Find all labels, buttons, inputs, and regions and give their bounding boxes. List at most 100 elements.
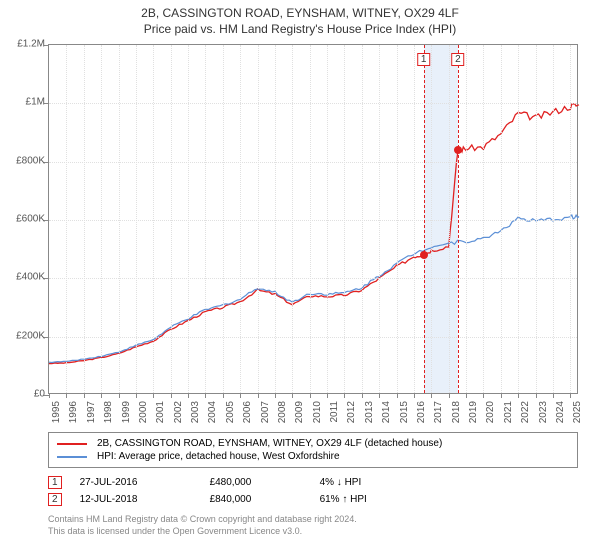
marker-rows: 1 27-JUL-2016£480,0004% ↓ HPI 2 12-JUL-2018…: [48, 474, 578, 508]
gridline-v: [362, 45, 363, 393]
gridline-v: [153, 45, 154, 393]
x-tick-label: 2007: [260, 401, 271, 423]
gridline-h: [49, 337, 577, 338]
y-tick-label: £1M: [26, 97, 45, 108]
gridline-v: [327, 45, 328, 393]
x-tick-label: 2006: [242, 401, 253, 423]
x-tick-mark: [379, 393, 380, 398]
gridline-v: [310, 45, 311, 393]
marker-dot: [420, 251, 428, 259]
x-tick-mark: [362, 393, 363, 398]
marker-vline: [424, 45, 425, 393]
x-tick-mark: [188, 393, 189, 398]
x-tick-label: 2024: [555, 401, 566, 423]
x-tick-mark: [483, 393, 484, 398]
x-tick-mark: [327, 393, 328, 398]
x-tick-label: 2001: [155, 401, 166, 423]
x-tick-label: 2002: [173, 401, 184, 423]
title-line2: Price paid vs. HM Land Registry's House …: [0, 22, 600, 36]
marker-row-delta: 4% ↓ HPI: [320, 477, 362, 488]
marker-row-price: £480,000: [210, 477, 320, 488]
gridline-v: [483, 45, 484, 393]
x-tick-mark: [258, 393, 259, 398]
marker-row-number: 2: [48, 493, 62, 506]
x-tick-mark: [84, 393, 85, 398]
footer: Contains HM Land Registry data © Crown c…: [48, 514, 578, 537]
gridline-h: [49, 162, 577, 163]
legend-entry: 2B, CASSINGTON ROAD, EYNSHAM, WITNEY, OX…: [57, 437, 569, 450]
gridline-h: [49, 103, 577, 104]
x-tick-label: 2014: [381, 401, 392, 423]
x-tick-label: 2012: [346, 401, 357, 423]
x-tick-label: 2008: [277, 401, 288, 423]
y-tick-label: £600K: [16, 214, 45, 225]
x-tick-label: 2013: [364, 401, 375, 423]
series-property: [49, 104, 579, 364]
x-tick-label: 2022: [520, 401, 531, 423]
x-tick-label: 2004: [207, 401, 218, 423]
x-tick-mark: [101, 393, 102, 398]
x-tick-mark: [518, 393, 519, 398]
gridline-v: [275, 45, 276, 393]
gridline-v: [397, 45, 398, 393]
line-series-svg: [49, 45, 577, 393]
gridline-v: [171, 45, 172, 393]
legend-swatch: [57, 456, 87, 458]
x-tick-label: 2000: [138, 401, 149, 423]
x-tick-mark: [119, 393, 120, 398]
gridline-v: [84, 45, 85, 393]
x-tick-label: 1999: [121, 401, 132, 423]
marker-row: 1 27-JUL-2016£480,0004% ↓ HPI: [48, 474, 578, 491]
gridline-v: [292, 45, 293, 393]
x-tick-label: 1995: [51, 401, 62, 423]
x-tick-label: 1996: [68, 401, 79, 423]
x-tick-mark: [171, 393, 172, 398]
x-tick-label: 2020: [485, 401, 496, 423]
x-tick-mark: [431, 393, 432, 398]
x-tick-mark: [553, 393, 554, 398]
title-block: 2B, CASSINGTON ROAD, EYNSHAM, WITNEY, OX…: [0, 0, 600, 36]
marker-number-label: 1: [417, 53, 431, 66]
marker-row-price: £840,000: [210, 494, 320, 505]
x-tick-mark: [501, 393, 502, 398]
gridline-v: [136, 45, 137, 393]
x-tick-label: 2015: [399, 401, 410, 423]
y-tick-label: £200K: [16, 330, 45, 341]
marker-row-date: 27-JUL-2016: [80, 477, 210, 488]
gridline-v: [501, 45, 502, 393]
gridline-h: [49, 220, 577, 221]
gridline-v: [101, 45, 102, 393]
gridline-v: [344, 45, 345, 393]
x-tick-label: 2005: [225, 401, 236, 423]
title-line1: 2B, CASSINGTON ROAD, EYNSHAM, WITNEY, OX…: [0, 6, 600, 20]
x-tick-mark: [449, 393, 450, 398]
legend-label: HPI: Average price, detached house, West…: [97, 451, 340, 462]
marker-row-date: 12-JUL-2018: [80, 494, 210, 505]
x-tick-mark: [344, 393, 345, 398]
x-tick-mark: [275, 393, 276, 398]
gridline-v: [536, 45, 537, 393]
y-tick-label: £0: [34, 389, 45, 400]
gridline-v: [66, 45, 67, 393]
x-tick-label: 1998: [103, 401, 114, 423]
x-tick-mark: [466, 393, 467, 398]
x-tick-mark: [153, 393, 154, 398]
x-tick-label: 2016: [416, 401, 427, 423]
gridline-v: [570, 45, 571, 393]
x-tick-mark: [66, 393, 67, 398]
series-hpi: [49, 215, 579, 363]
legend-swatch: [57, 443, 87, 445]
x-tick-label: 2009: [294, 401, 305, 423]
marker-row-number: 1: [48, 476, 62, 489]
x-tick-label: 2017: [433, 401, 444, 423]
gridline-v: [379, 45, 380, 393]
x-tick-label: 2021: [503, 401, 514, 423]
x-tick-mark: [536, 393, 537, 398]
gridline-v: [188, 45, 189, 393]
x-tick-label: 2018: [451, 401, 462, 423]
gridline-v: [449, 45, 450, 393]
footer-line2: This data is licensed under the Open Gov…: [48, 526, 578, 538]
chart-container: 2B, CASSINGTON ROAD, EYNSHAM, WITNEY, OX…: [0, 0, 600, 560]
x-tick-label: 2003: [190, 401, 201, 423]
x-tick-mark: [240, 393, 241, 398]
